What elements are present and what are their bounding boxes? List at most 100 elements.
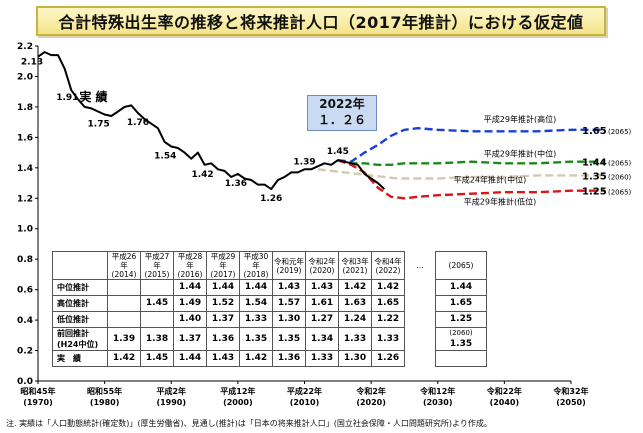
table-cell	[140, 311, 174, 328]
table-header-row: 平成26年 (2014) 平成27年 (2015) 平成28年 (2016) 平成29年 (2…	[52, 251, 487, 280]
table-cell: 1.42	[107, 350, 141, 367]
table-header-cell: 令和3年 (2021)	[338, 251, 372, 280]
chart-title: 合計特殊出生率の推移と将来推計人口（2017年推計）における仮定値	[36, 6, 606, 36]
table-row-label: 低位推計	[52, 311, 108, 328]
table-header-cell: 令和2年 (2020)	[305, 251, 339, 280]
table-cell: 1.45	[140, 350, 174, 367]
table-cell: 1.44	[435, 279, 487, 296]
y-tick-label: 0.4	[17, 316, 33, 326]
end-value-medium: 1.44	[582, 158, 607, 169]
table-cell: 1.65	[371, 295, 405, 312]
data-label: 1.75	[88, 120, 110, 130]
x-tick-label-year: (2000)	[223, 398, 253, 407]
table-cell: 1.52	[206, 295, 240, 312]
table-row: 実 績 1.42 1.45 1.44 1.43 1.42 1.36 1.33 1.30 1.26	[52, 350, 487, 367]
table-cell: 1.30	[272, 311, 306, 328]
y-tick-label: 0.0	[17, 377, 33, 387]
series-name-label-low: 平成29年推計(低位)	[464, 196, 536, 206]
data-label: 1.45	[327, 147, 349, 157]
table-row: 高位推計 1.45 1.49 1.52 1.54 1.57 1.61 1.63 1.65 1.65	[52, 295, 487, 312]
series-name-label-h24: 平成24年推計(中位)	[454, 174, 526, 184]
series-line-medium	[337, 159, 605, 166]
table-row-label: 高位推計	[52, 295, 108, 312]
end-value-high: 1.65	[582, 126, 607, 137]
table-cell: 1.33	[305, 350, 339, 367]
callout-box: 2022年 １．２６	[307, 95, 377, 131]
table-cell: 1.49	[173, 295, 207, 312]
table-cell	[140, 279, 174, 296]
table-cell: 1.33	[239, 311, 273, 328]
table-cell	[404, 327, 436, 351]
table-cell: 1.65	[435, 295, 487, 312]
x-tick-label-year: (2020)	[356, 398, 386, 407]
table-cell: 1.43	[305, 279, 339, 296]
table-cell	[404, 311, 436, 328]
table-cell: 1.63	[338, 295, 372, 312]
x-tick-label-era: 昭和45年	[20, 386, 55, 396]
x-tick-label-year: (1980)	[90, 398, 120, 407]
y-tick-label: 1.4	[17, 164, 33, 174]
table-cell: 1.42	[371, 279, 405, 296]
x-tick-label-era: 令和32年	[552, 386, 588, 396]
table-cell: 1.38	[140, 327, 174, 351]
x-tick-label-era: 令和22年	[486, 386, 522, 396]
table-cell: 1.33	[338, 327, 372, 351]
x-tick-label-era: 昭和55年	[87, 386, 122, 396]
data-label: 1.54	[154, 152, 176, 162]
table-cell: 1.22	[371, 311, 405, 328]
data-label: 1.26	[260, 194, 282, 204]
y-tick-label: 0.2	[17, 347, 33, 357]
table-header-cell: 平成27年 (2015)	[140, 251, 174, 280]
table-cell: (2060) 1.35	[435, 327, 487, 351]
table-cell: 1.61	[305, 295, 339, 312]
table-row: 前回推計 (H24中位) 1.39 1.38 1.37 1.36 1.35 1.35 1.34 1…	[52, 327, 487, 351]
table-cell: 1.24	[338, 311, 372, 328]
table-cell: 1.44	[173, 279, 207, 296]
series-line-h24	[317, 168, 605, 180]
actual-series-label: 実 績	[79, 89, 107, 104]
callout-value: １．２６	[317, 113, 366, 127]
table-cell: 1.54	[239, 295, 273, 312]
callout-year: 2022年	[319, 97, 365, 111]
table-cell: 1.33	[371, 327, 405, 351]
table-cell: 1.43	[206, 350, 240, 367]
x-tick-label-era: 平成22年	[287, 386, 322, 396]
x-tick-label-era: 令和2年	[355, 386, 386, 396]
table-header-cell: 平成28年 (2016)	[173, 251, 207, 280]
end-year-high: (2065)	[608, 128, 632, 136]
table-cell: 1.42	[338, 279, 372, 296]
table-cell: 1.45	[140, 295, 174, 312]
table-cell: 1.44	[173, 350, 207, 367]
table-cell: 1.37	[206, 311, 240, 328]
table-header-corner	[52, 251, 108, 280]
series-name-label-high: 平成29年推計(高位)	[484, 114, 556, 124]
table-cell: 1.44	[206, 279, 240, 296]
x-tick-label-era: 平成2年	[156, 386, 186, 396]
end-value-low: 1.25	[582, 187, 607, 198]
x-tick-label-year: (1990)	[156, 398, 186, 407]
series-line-actual	[37, 51, 386, 191]
table-cell	[107, 295, 141, 312]
table-cell: 1.26	[371, 350, 405, 367]
table-cell: 1.36	[206, 327, 240, 351]
table-row-label: 中位推計	[52, 279, 108, 296]
table-cell: 1.25	[435, 311, 487, 328]
table-header-cell: 平成26年 (2014)	[107, 251, 141, 280]
table-row-label: 実 績	[52, 350, 108, 367]
table-cell: 1.34	[305, 327, 339, 351]
y-tick-label: 0.8	[17, 255, 33, 265]
table-cell: 1.57	[272, 295, 306, 312]
table-cell: 1.37	[173, 327, 207, 351]
table-row: 中位推計 1.44 1.44 1.44 1.43 1.43 1.42 1.42 1.44	[52, 279, 487, 296]
x-tick-label-year: (2040)	[490, 398, 520, 407]
data-label: 1.76	[127, 118, 149, 128]
table-header-cell: 平成29年 (2017)	[206, 251, 240, 280]
table-cell: 1.35	[239, 327, 273, 351]
end-year-medium: (2065)	[608, 160, 632, 168]
y-tick-label: 1.2	[17, 194, 33, 204]
table-header-cell: 令和4年 (2022)	[371, 251, 405, 280]
x-tick-label-era: 令和12年	[419, 386, 455, 396]
table-cell	[435, 350, 487, 367]
data-label: 2.13	[21, 58, 43, 68]
